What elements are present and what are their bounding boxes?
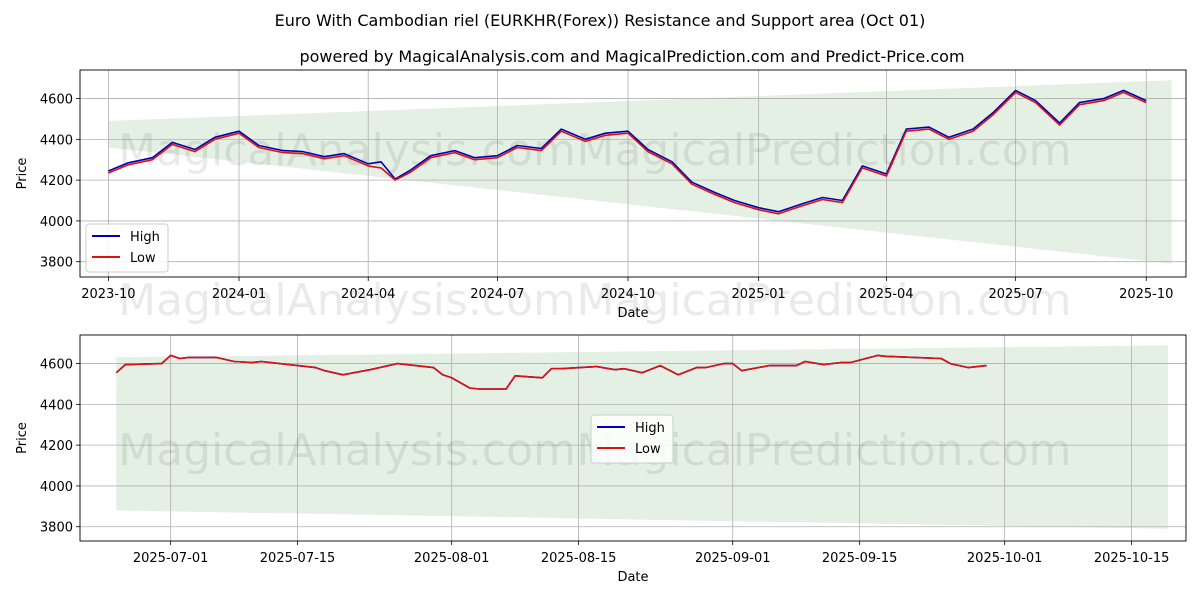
y-tick-label: 4600: [40, 93, 73, 108]
y-axis-label: Price: [15, 158, 30, 190]
bottom-panel: 2025-07-01 2025-07-15 2025-08-01 2025-08-15…: [15, 334, 1187, 585]
series-line-low: [108, 91, 1147, 215]
legend-label-low: Low: [130, 251, 156, 266]
y-tick-label: 4400: [40, 398, 73, 413]
x-tick-label: 2025-10-01: [967, 551, 1043, 566]
top-panel: 2023-10 2024-01 2024-04 2024-07 2024-10 2025-…: [15, 69, 1187, 326]
legend-label-high: High: [635, 421, 665, 436]
x-tick-label: 2024-04: [341, 287, 395, 302]
x-axis-label: Date: [617, 306, 648, 321]
watermark-text: MagicalAnalysis.com: [118, 125, 576, 176]
x-tick-label: 2024-01: [212, 287, 266, 302]
x-tick-label: 2025-09-01: [695, 551, 771, 566]
axes-frame: [79, 69, 1187, 278]
chart-subtitle: powered by MagicalAnalysis.com and Magic…: [299, 47, 964, 66]
x-tick-label: 2025-08-01: [414, 551, 490, 566]
x-tick-label: 2025-04: [859, 287, 913, 302]
x-tick-label: 2025-07-01: [133, 551, 209, 566]
x-tick-label: 2025-08-15: [541, 551, 617, 566]
y-tick-label: 3800: [40, 256, 73, 271]
y-tick-label: 3800: [40, 521, 73, 536]
y-tick-label: 4000: [40, 480, 73, 495]
support-resistance-band: [108, 80, 1172, 264]
y-tick-label: 4600: [40, 358, 73, 373]
legend-label-high: High: [130, 230, 160, 245]
watermark-text: MagicalAnalysis.com: [118, 425, 576, 476]
x-tick-label: 2025-10: [1119, 287, 1173, 302]
x-tick-label: 2025-09-15: [822, 551, 898, 566]
watermark-text: MagicalAnalysis.com: [118, 275, 576, 326]
x-tick-label: 2025-10-15: [1094, 551, 1170, 566]
x-tick-label: 2023-10: [81, 287, 135, 302]
y-tick-label: 4200: [40, 439, 73, 454]
x-axis-label: Date: [617, 570, 648, 585]
y-tick-label: 4000: [40, 215, 73, 230]
chart-title: Euro With Cambodian riel (EURKHR(Forex))…: [275, 11, 926, 30]
series-line-low: [115, 354, 987, 390]
x-tick-label: 2025-07-15: [260, 551, 336, 566]
series-line-high: [108, 89, 1147, 213]
watermark-text: MagicalPrediction.com: [577, 125, 1072, 176]
x-tick-label: 2025-07: [988, 287, 1042, 302]
x-tick-label: 2025-01: [731, 287, 785, 302]
x-tick-label: 2024-10: [601, 287, 655, 302]
y-tick-label: 4200: [40, 174, 73, 189]
x-tick-label: 2024-07: [470, 287, 524, 302]
legend: High Low: [85, 223, 169, 273]
watermark-text: MagicalPrediction.com: [577, 275, 1072, 326]
y-tick-label: 4400: [40, 133, 73, 148]
legend-label-low: Low: [635, 442, 661, 457]
y-axis-label: Price: [15, 422, 30, 454]
legend: High Low: [590, 414, 674, 464]
axes-frame: [79, 334, 1187, 542]
